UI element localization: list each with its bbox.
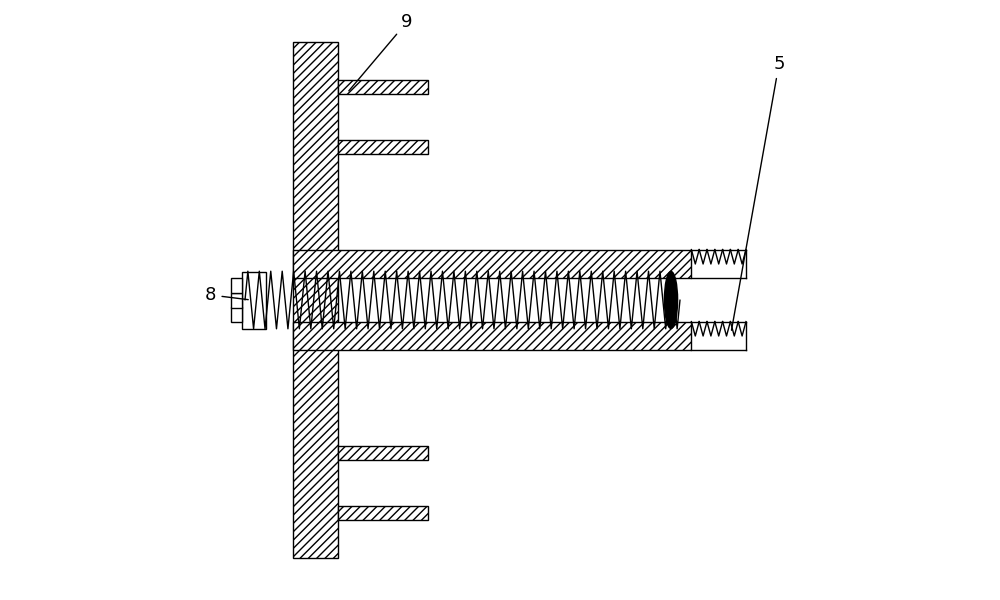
Bar — [338, 446, 428, 460]
Bar — [338, 80, 428, 94]
Bar — [293, 42, 338, 558]
Bar — [231, 292, 242, 307]
Bar — [338, 140, 428, 154]
Bar — [231, 278, 242, 293]
Bar — [293, 322, 691, 350]
Bar — [242, 271, 266, 329]
Text: 8: 8 — [205, 286, 248, 304]
Text: 9: 9 — [349, 13, 413, 91]
Bar — [293, 250, 691, 278]
Bar — [338, 506, 428, 520]
Bar — [231, 307, 242, 322]
Ellipse shape — [664, 271, 678, 329]
Text: 5: 5 — [731, 55, 785, 330]
